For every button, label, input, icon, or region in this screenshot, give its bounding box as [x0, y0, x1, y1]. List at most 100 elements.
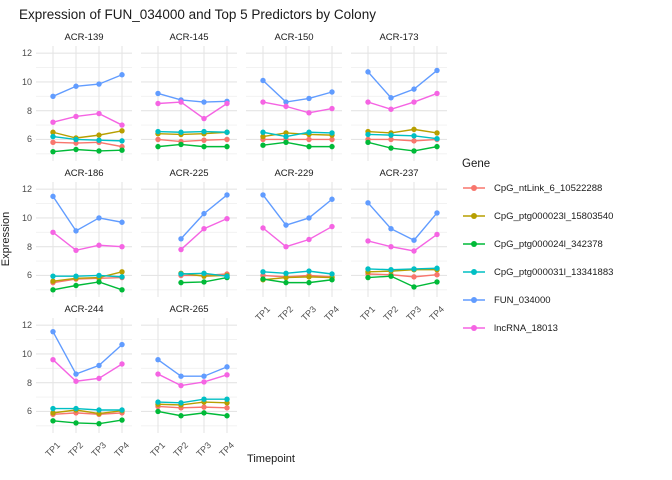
line-CpG_ptg000031l_13341883: [262, 131, 333, 138]
point-CpG_ptg000023l_15803540: [283, 274, 289, 281]
point-FUN_034000: [201, 99, 207, 105]
line-lncRNA_18013: [262, 101, 333, 114]
line-CpG_ptg000023l_15803540: [157, 131, 228, 136]
point-FUN_034000: [260, 77, 266, 84]
point-CpG_ptg000031l_13341883: [434, 265, 440, 271]
line-CpG_ptg000031l_13341883: [157, 130, 228, 133]
point-lncRNA_18013: [329, 223, 335, 230]
x-tick-label: TP1: [253, 304, 273, 323]
x-tick-label: TP1: [358, 304, 378, 323]
legend-item-label: CpG_ptg000023l_15803540: [494, 210, 614, 222]
point-FUN_034000: [50, 328, 56, 335]
line-CpG_ptg000023l_15803540: [367, 128, 438, 134]
legend-item-label: CpG_ntLink_6_10522288: [494, 182, 603, 194]
line-CpG_ptg000031l_13341883: [53, 274, 123, 278]
point-CpG_ptg000024l_342378: [260, 276, 266, 282]
line-CpG_ptg000023l_15803540: [157, 401, 228, 406]
point-FUN_034000: [50, 193, 56, 200]
point-CpG_ptg000024l_342378: [365, 139, 371, 146]
line-CpG_ptg000024l_342378: [52, 281, 123, 291]
point-CpG_ptg000024l_342378: [434, 279, 440, 285]
legend-key-icon: [463, 241, 485, 247]
point-CpG_ptg000024l_342378: [96, 148, 102, 154]
point-CpG_ptg000031l_13341883: [119, 138, 125, 144]
point-lncRNA_18013: [365, 99, 371, 105]
point-CpG_ptg000024l_342378: [73, 146, 79, 153]
point-lncRNA_18013: [178, 246, 184, 253]
y-tick-label: 12: [21, 48, 32, 59]
y-tick-label: 8: [26, 241, 32, 252]
legend: Gene CpG_ntLink_6_10522288 CpG_ptg000023l…: [462, 158, 613, 350]
point-FUN_034000: [260, 192, 266, 198]
legend-item-CpG_ptg000023l_15803540: CpG_ptg000023l_15803540: [462, 210, 613, 222]
point-CpG_ptg000031l_13341883: [365, 266, 371, 272]
legend-title: Gene: [462, 158, 491, 170]
line-CpG_ptg000024l_342378: [367, 275, 438, 288]
point-CpG_ptg000031l_13341883: [96, 407, 102, 413]
y-tick-label: 12: [21, 320, 32, 331]
point-CpG_ptg000023l_15803540: [411, 126, 417, 133]
line-lncRNA_18013: [52, 231, 123, 252]
line-CpG_ptg000023l_15803540: [52, 130, 123, 139]
point-CpG_ptg000024l_342378: [119, 417, 125, 423]
line-CpG_ptg000031l_13341883: [53, 407, 122, 411]
point-FUN_034000: [73, 228, 79, 234]
point-lncRNA_18013: [119, 122, 125, 128]
point-CpG_ptg000031l_13341883: [201, 270, 207, 276]
point-CpG_ptg000023l_15803540: [50, 278, 56, 284]
point-CpG_ptg000024l_342378: [306, 279, 312, 286]
point-FUN_034000: [178, 373, 184, 379]
facet-strip-ACR-225: ACR-225: [169, 168, 209, 179]
point-CpG_ptg000024l_342378: [119, 287, 125, 293]
point-FUN_034000: [365, 200, 371, 206]
point-CpG_ptg000024l_342378: [155, 408, 161, 415]
point-lncRNA_18013: [434, 231, 440, 238]
y-tick-label: 8: [26, 105, 32, 116]
facet-panel-ACR-186: [36, 182, 132, 297]
point-CpG_ptg000031l_13341883: [73, 273, 79, 279]
point-CpG_ptg000024l_342378: [73, 420, 79, 426]
point-CpG_ptg000031l_13341883: [306, 268, 312, 274]
legend-items: CpG_ntLink_6_10522288 CpG_ptg000023l_1580…: [462, 182, 613, 334]
point-FUN_034000: [306, 95, 312, 102]
point-CpG_ptg000024l_342378: [178, 279, 184, 286]
line-lncRNA_18013: [157, 373, 228, 387]
point-CpG_ptg000023l_15803540: [306, 274, 312, 280]
point-CpG_ntLink_6_10522288: [201, 137, 207, 143]
point-CpG_ptg000024l_342378: [201, 143, 207, 150]
line-lncRNA_18013: [52, 359, 123, 382]
facet-strip-ACR-244: ACR-244: [64, 304, 104, 315]
y-tick-label: 12: [21, 184, 32, 195]
y-tick-label: 10: [21, 348, 32, 359]
point-CpG_ntLink_6_10522288: [411, 274, 417, 280]
facet-panel-ACR-139: [36, 46, 132, 161]
point-CpG_ptg000031l_13341883: [224, 129, 230, 135]
point-CpG_ptg000023l_15803540: [119, 128, 125, 134]
point-lncRNA_18013: [73, 113, 79, 120]
point-FUN_034000: [73, 371, 79, 377]
x-tick-label: TP1: [43, 440, 63, 459]
point-lncRNA_18013: [260, 225, 266, 231]
point-CpG_ptg000031l_13341883: [329, 271, 335, 277]
point-lncRNA_18013: [178, 382, 184, 389]
legend-item-label: CpG_ptg000031l_13341883: [494, 266, 614, 278]
line-CpG_ptg000024l_342378: [157, 143, 227, 148]
line-lncRNA_18013: [367, 92, 438, 110]
line-FUN_034000: [52, 195, 123, 232]
point-CpG_ptg000024l_342378: [178, 141, 184, 148]
point-CpG_ptg000031l_13341883: [434, 136, 440, 142]
point-FUN_034000: [329, 196, 335, 202]
legend-item-label: lncRNA_18013: [494, 322, 558, 334]
point-FUN_034000: [224, 364, 230, 370]
point-FUN_034000: [96, 215, 102, 221]
line-FUN_034000: [262, 194, 333, 226]
point-lncRNA_18013: [329, 105, 335, 112]
point-lncRNA_18013: [201, 379, 207, 385]
point-CpG_ptg000024l_342378: [178, 413, 184, 419]
point-FUN_034000: [96, 362, 102, 369]
point-CpG_ntLink_6_10522288: [155, 136, 161, 143]
legend-item-CpG_ptg000024l_342378: CpG_ptg000024l_342378: [462, 238, 613, 250]
point-FUN_034000: [329, 89, 335, 95]
line-CpG_ntLink_6_10522288: [157, 138, 228, 143]
point-lncRNA_18013: [119, 243, 125, 250]
